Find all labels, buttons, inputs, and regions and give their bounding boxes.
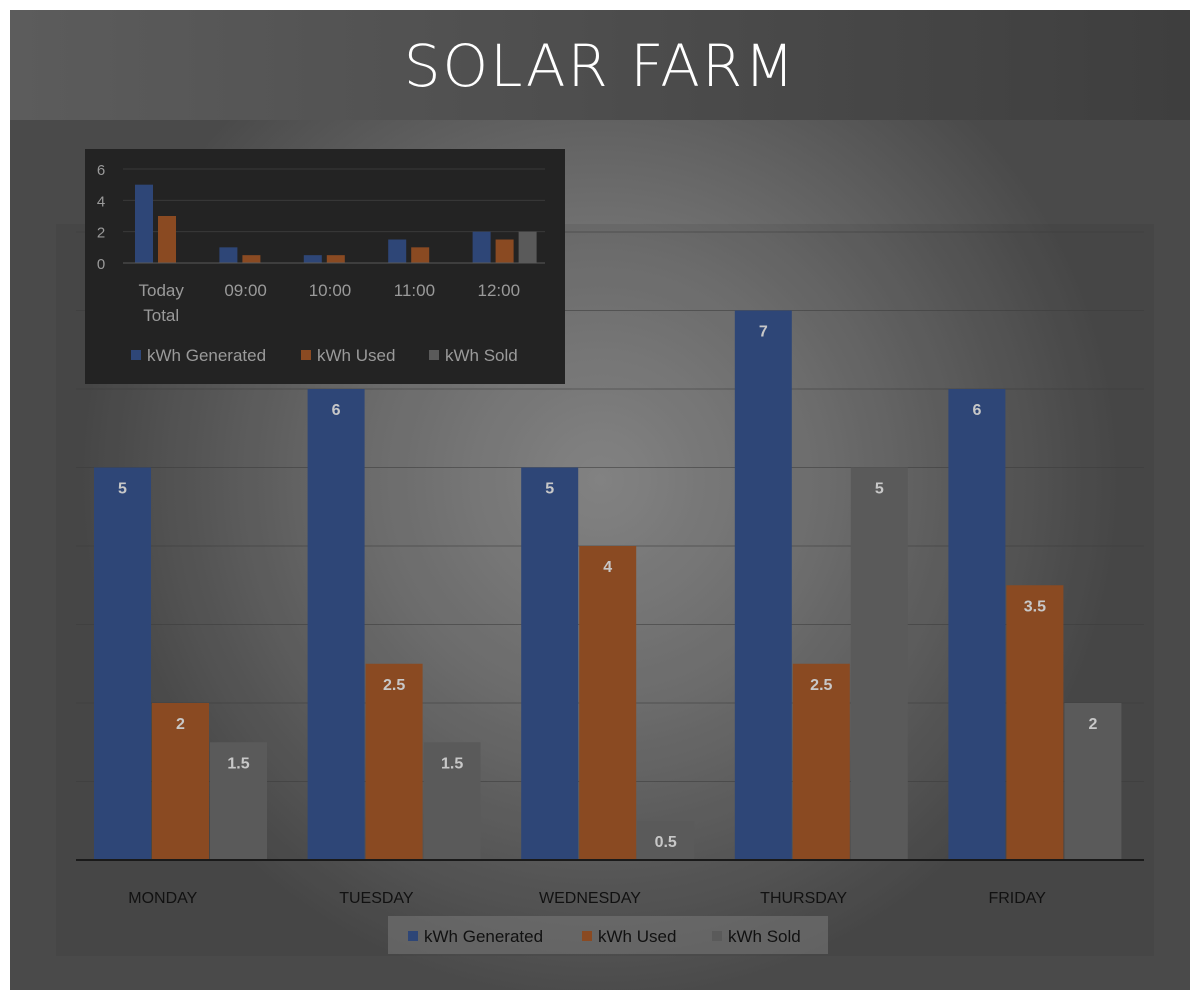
inset-legend-swatch-kwh-sold	[429, 350, 439, 360]
data-label: 2	[176, 716, 185, 733]
slide-frame: SOLAR FARM 5 2 1.5 MONDAY 6 2.5 1.5 TUESDAY 5 4 0.…	[10, 10, 1190, 990]
legend-swatch-kwh-used	[582, 931, 592, 941]
data-label: 2.5	[383, 677, 405, 694]
legend-swatch-kwh-generated	[408, 931, 418, 941]
inset-legend-swatch-kwh-used	[301, 350, 311, 360]
bar-kwh-used-friday	[1006, 585, 1064, 860]
inset-y-tick-label: 4	[97, 193, 105, 210]
inset-bar-kwh-generated-11-00	[388, 239, 407, 263]
inset-x-tick-label: 09:00	[224, 281, 267, 300]
bar-kwh-sold-wednesday	[637, 820, 695, 860]
inset-x-tick-label: Today Total	[139, 281, 185, 325]
bar-kwh-sold-friday	[1064, 703, 1122, 860]
page-title: SOLAR FARM	[403, 32, 797, 100]
inset-legend-label: kWh Sold	[445, 346, 518, 365]
bar-kwh-used-thursday	[792, 663, 850, 860]
inset-bar-kwh-generated-10-00	[303, 255, 322, 263]
inset-background	[85, 149, 565, 384]
data-label: 0.5	[655, 834, 677, 851]
bar-kwh-sold-monday	[210, 742, 267, 860]
data-label: 6	[972, 402, 981, 419]
inset-bar-kwh-used-09-00	[242, 255, 261, 263]
bar-kwh-sold-tuesday	[423, 742, 481, 860]
inset-legend-label: kWh Used	[317, 346, 395, 365]
inset-bar-kwh-generated-today-total	[135, 184, 153, 263]
data-label: 5	[118, 481, 127, 498]
inset-x-tick-label: 12:00	[478, 281, 521, 300]
inset-y-tick-label: 6	[97, 162, 105, 179]
x-tick-label: FRIDAY	[988, 890, 1046, 907]
inset-y-tick-label: 0	[97, 256, 105, 273]
bar-kwh-sold-thursday	[850, 467, 908, 860]
inset-bar-kwh-generated-12-00	[472, 231, 491, 263]
bar-kwh-used-monday	[152, 703, 209, 860]
inset-y-tick-label: 2	[97, 225, 105, 242]
inset-legend-swatch-kwh-generated	[131, 350, 141, 360]
bar-kwh-generated-friday	[948, 389, 1006, 860]
legend-label: kWh Generated	[424, 927, 543, 946]
legend-label: kWh Sold	[728, 927, 801, 946]
inset-bar-chart: 0 2 4 6 Today Total 09:00 10:00 11:00 12:00 kWh Ge…	[85, 149, 565, 384]
data-label: 2.5	[810, 677, 832, 694]
data-label: 7	[759, 324, 768, 341]
title-band: SOLAR FARM	[10, 10, 1190, 120]
data-label: 1.5	[441, 755, 463, 772]
inset-bar-kwh-used-today-total	[158, 216, 176, 263]
main-bar-chart: 5 2 1.5 MONDAY 6 2.5 1.5 TUESDAY 5 4 0.5 WEDNESDAY 7…	[76, 231, 1144, 954]
bar-kwh-generated-tuesday	[307, 389, 365, 860]
legend-box	[388, 916, 828, 954]
bar-kwh-generated-thursday	[734, 310, 792, 860]
legend-swatch-kwh-sold	[712, 931, 722, 941]
inset-bar-kwh-sold-12-00	[518, 231, 537, 263]
main-chart-panel: 5 2 1.5 MONDAY 6 2.5 1.5 TUESDAY 5 4 0.5 WEDNESDAY 7…	[56, 224, 1154, 956]
data-label: 4	[603, 559, 612, 576]
data-label: 3.5	[1024, 598, 1046, 615]
data-label: 5	[875, 481, 884, 498]
inset-bar-kwh-used-11-00	[411, 247, 430, 263]
x-tick-label: MONDAY	[128, 890, 197, 907]
bar-kwh-generated-wednesday	[521, 467, 579, 860]
x-tick-label: WEDNESDAY	[539, 890, 641, 907]
data-label: 1.5	[227, 755, 249, 772]
bar-kwh-generated-monday	[94, 467, 151, 860]
bar-kwh-used-tuesday	[365, 663, 423, 860]
bar-kwh-used-wednesday	[579, 546, 637, 860]
data-label: 6	[332, 402, 341, 419]
inset-x-tick-label: 10:00	[309, 281, 352, 300]
x-tick-label: THURSDAY	[760, 890, 847, 907]
inset-bar-kwh-used-10-00	[326, 255, 345, 263]
inset-legend-label: kWh Generated	[147, 346, 266, 365]
data-label: 5	[545, 481, 554, 498]
legend-label: kWh Used	[598, 927, 676, 946]
inset-bar-kwh-used-12-00	[495, 239, 514, 263]
inset-x-tick-label: 11:00	[394, 281, 435, 300]
inset-bar-kwh-generated-09-00	[219, 247, 238, 263]
x-tick-label: TUESDAY	[339, 890, 414, 907]
data-label: 2	[1088, 716, 1097, 733]
